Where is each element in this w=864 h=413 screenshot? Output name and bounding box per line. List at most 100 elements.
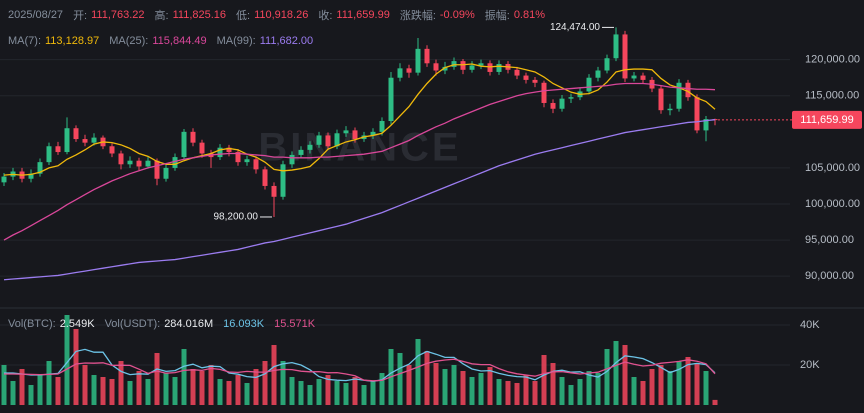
volume-bar bbox=[568, 385, 574, 405]
candle-body bbox=[298, 149, 304, 155]
candle-body bbox=[109, 146, 115, 154]
volume-legend-label: Vol(USDT): bbox=[104, 318, 161, 330]
candle-body bbox=[676, 82, 682, 109]
candle-body bbox=[631, 75, 637, 79]
field-label: 开: bbox=[73, 10, 88, 22]
candle-body bbox=[595, 70, 601, 78]
volume-bar bbox=[622, 345, 628, 405]
volume-bar bbox=[244, 383, 250, 405]
candle-body bbox=[343, 130, 349, 134]
volume-legend-value: 284.016M bbox=[164, 318, 214, 330]
volume-bar bbox=[685, 357, 691, 405]
candle-body bbox=[127, 160, 133, 165]
volume-bar bbox=[595, 373, 601, 405]
candle-body bbox=[433, 63, 439, 71]
candle-body bbox=[73, 128, 79, 140]
legend-value: 111,682.00 bbox=[259, 35, 314, 47]
volume-bar bbox=[487, 367, 493, 405]
annotation-label: 98,200.00 bbox=[214, 212, 259, 223]
volume-bar bbox=[424, 351, 430, 405]
y-tick-label: 105,000.00 bbox=[805, 162, 860, 174]
candle-body bbox=[82, 139, 88, 143]
volume-ma-value: 16.093K bbox=[223, 318, 265, 330]
volume-bar bbox=[37, 375, 43, 405]
candle-body bbox=[181, 131, 187, 158]
candle-body bbox=[415, 48, 421, 73]
volume-bar bbox=[325, 375, 331, 405]
candle-body bbox=[163, 167, 169, 179]
candle-body bbox=[388, 77, 394, 122]
volume-bar bbox=[136, 371, 142, 405]
candle-body bbox=[190, 131, 196, 143]
candle-body bbox=[622, 34, 628, 79]
volume-bar bbox=[343, 383, 349, 405]
volume-bar bbox=[163, 373, 169, 405]
candle-body bbox=[262, 169, 268, 186]
volume-bar bbox=[10, 381, 16, 405]
volume-bar bbox=[118, 361, 124, 405]
candle-body bbox=[199, 142, 205, 154]
field-label: 高: bbox=[154, 10, 169, 22]
candle-body bbox=[568, 97, 574, 99]
candle-body bbox=[235, 152, 241, 163]
volume-bar bbox=[262, 361, 268, 405]
volume-tick-label: 20K bbox=[800, 359, 820, 371]
volume-bar bbox=[145, 379, 151, 405]
volume-bar bbox=[307, 385, 313, 405]
volume-bar bbox=[271, 345, 277, 405]
candle-body bbox=[154, 160, 160, 179]
volume-bar bbox=[55, 377, 61, 405]
volume-bar bbox=[361, 385, 367, 405]
volume-bar bbox=[172, 377, 178, 405]
candle-body bbox=[478, 63, 484, 66]
candle-body bbox=[55, 146, 61, 153]
candle-body bbox=[325, 135, 331, 147]
volume-bar bbox=[586, 371, 592, 405]
volume-bar bbox=[604, 349, 610, 405]
candle-body bbox=[172, 157, 178, 168]
field-value: 111,825.16 bbox=[172, 9, 227, 21]
candle-body bbox=[307, 144, 313, 150]
volume-bar bbox=[451, 365, 457, 405]
candle-body bbox=[253, 159, 259, 170]
candle-body bbox=[406, 68, 412, 73]
annotation-label: 124,474.00 bbox=[550, 22, 600, 33]
y-tick-label: 100,000.00 bbox=[805, 198, 860, 210]
volume-bar bbox=[208, 365, 214, 405]
ma-legend: MA(7): 113,128.97 MA(25): 115,844.49 MA(99):… bbox=[8, 35, 319, 47]
volume-bar bbox=[649, 369, 655, 405]
volume-bar bbox=[559, 377, 565, 405]
legend-value: 113,128.97 bbox=[45, 35, 100, 47]
candle-body bbox=[541, 82, 547, 103]
volume-ma-line bbox=[4, 348, 716, 383]
candle-body bbox=[442, 66, 448, 71]
volume-bar bbox=[334, 381, 340, 405]
candle-body bbox=[37, 162, 43, 174]
ohlc-header: 2025/08/27 开: 111,763.22 高: 111,825.16 低: 110,… bbox=[8, 7, 551, 23]
candle-body bbox=[604, 58, 610, 71]
volume-bar bbox=[82, 365, 88, 405]
volume-bar bbox=[127, 381, 133, 405]
ma-line bbox=[3, 119, 716, 281]
date: 2025/08/27 bbox=[8, 9, 64, 21]
volume-ma-value: 15.571K bbox=[274, 318, 316, 330]
volume-bar bbox=[190, 369, 196, 405]
candle-body bbox=[46, 146, 52, 163]
volume-ma-line bbox=[4, 358, 716, 382]
candle-body bbox=[370, 131, 376, 136]
candle-body bbox=[496, 64, 502, 72]
volume-bar bbox=[532, 381, 538, 405]
legend-name: MA(99): bbox=[216, 35, 256, 47]
candle-body bbox=[460, 61, 466, 70]
candle-body bbox=[514, 69, 520, 76]
candle-body bbox=[397, 68, 403, 78]
volume-bar bbox=[235, 375, 241, 405]
volume-bar bbox=[289, 377, 295, 405]
candle-body bbox=[469, 65, 475, 70]
candle-body bbox=[91, 137, 97, 143]
candle-body bbox=[658, 88, 664, 111]
volume-tick-label: 40K bbox=[800, 319, 820, 331]
candle-body bbox=[487, 63, 493, 72]
candle-body bbox=[640, 75, 646, 80]
